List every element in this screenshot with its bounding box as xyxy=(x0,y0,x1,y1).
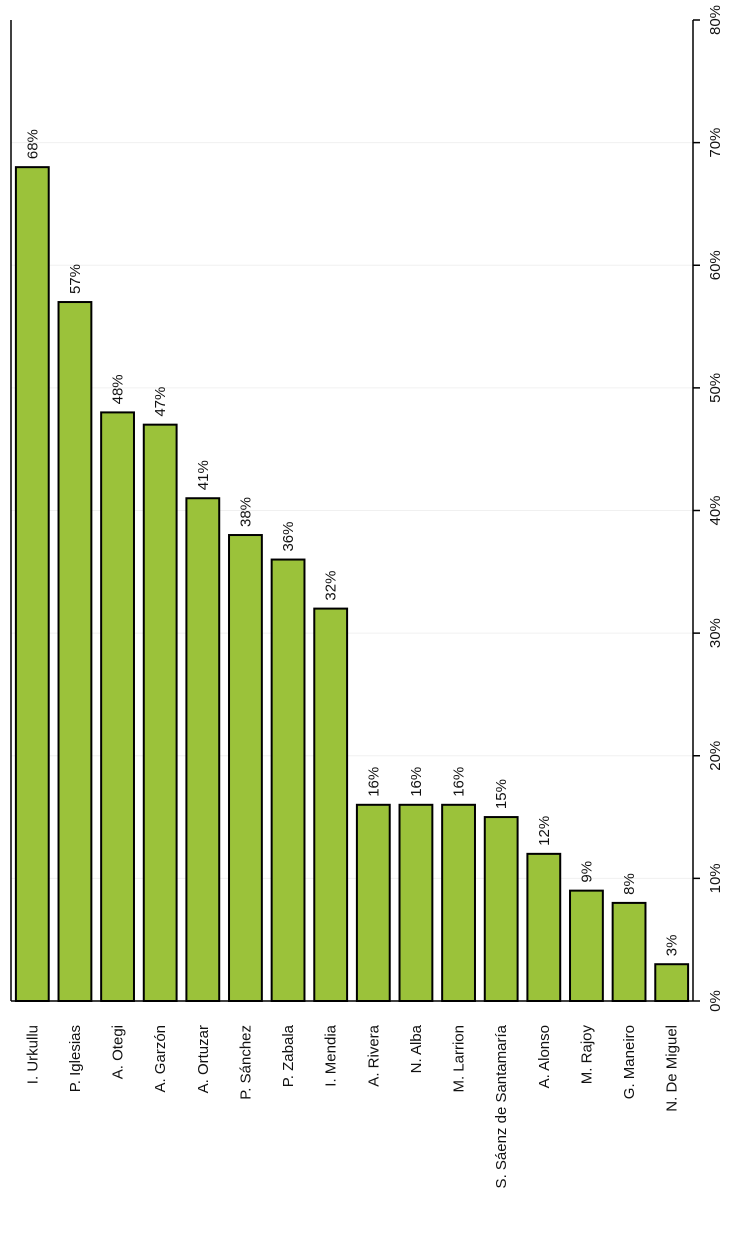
bars xyxy=(14,166,690,1003)
data-label: 41% xyxy=(195,460,212,490)
data-label: 36% xyxy=(280,522,297,552)
data-label: 68% xyxy=(24,129,41,159)
bar xyxy=(526,852,562,1002)
bar xyxy=(398,803,434,1002)
labels: 68% I. Urkullu 57% P. Iglesias 48% A. Otegi 47… xyxy=(24,5,724,1188)
data-label: 15% xyxy=(493,779,510,809)
tick-label: 20% xyxy=(707,741,724,771)
data-label: 38% xyxy=(237,497,254,527)
category-label: N. Alba xyxy=(408,1024,425,1073)
tick-label: 70% xyxy=(707,128,724,158)
data-label: 8% xyxy=(621,873,638,895)
data-label: 32% xyxy=(323,571,340,601)
bar xyxy=(441,803,476,1002)
category-label: M. Rajoy xyxy=(578,1025,595,1085)
data-label: 47% xyxy=(152,387,169,417)
bar xyxy=(228,534,263,1003)
bar xyxy=(483,816,519,1002)
data-label: 16% xyxy=(365,767,382,797)
tick-label: 60% xyxy=(707,250,724,280)
tick-label: 30% xyxy=(707,618,724,648)
category-label: A. Garzón xyxy=(152,1025,169,1093)
tick-label: 0% xyxy=(707,990,724,1012)
data-label: 57% xyxy=(67,264,84,294)
category-label: I. Urkullu xyxy=(24,1025,41,1084)
category-label: M. Larrion xyxy=(451,1025,468,1093)
tick-label: 40% xyxy=(707,495,724,525)
category-label: I. Mendia xyxy=(323,1024,340,1086)
category-label: G. Maneiro xyxy=(621,1025,638,1099)
tick-label: 80% xyxy=(707,5,724,35)
category-label: N. De Miguel xyxy=(664,1025,681,1112)
category-label: P. Sánchez xyxy=(237,1025,254,1100)
bar xyxy=(313,607,349,1002)
tick-label: 10% xyxy=(707,863,724,893)
bar xyxy=(654,963,690,1003)
category-label: A. Ortuzar xyxy=(195,1025,212,1093)
category-label: P. Iglesias xyxy=(67,1025,84,1092)
data-label: 9% xyxy=(578,861,595,883)
bar xyxy=(355,803,391,1002)
bar xyxy=(185,497,221,1002)
bar xyxy=(100,411,135,1002)
category-label: A. Alonso xyxy=(536,1025,553,1088)
axes xyxy=(10,19,700,1002)
category-label: A. Otegi xyxy=(110,1025,127,1079)
tick-label: 50% xyxy=(707,373,724,403)
category-label: P. Zabala xyxy=(280,1024,297,1087)
category-label: S. Sáenz de Santamaría xyxy=(493,1024,510,1188)
bar xyxy=(142,423,178,1003)
bar xyxy=(569,889,604,1003)
bar xyxy=(270,558,306,1002)
bar xyxy=(57,301,93,1003)
bar xyxy=(14,166,50,1002)
category-label: A. Rivera xyxy=(365,1024,382,1086)
data-label: 3% xyxy=(664,935,681,957)
data-label: 16% xyxy=(408,767,425,797)
data-label: 48% xyxy=(110,374,127,404)
bar xyxy=(611,901,647,1003)
data-label: 12% xyxy=(536,816,553,846)
data-label: 16% xyxy=(451,767,468,797)
